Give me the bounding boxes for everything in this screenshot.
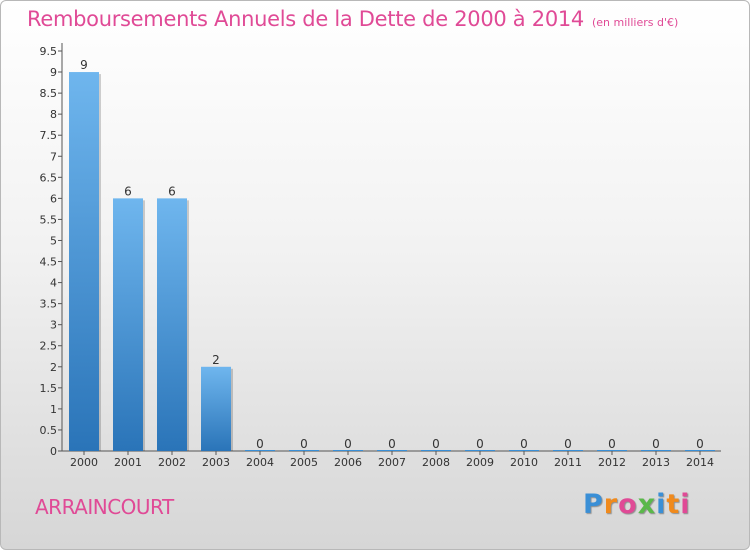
x-tick-label: 2008 [422, 456, 450, 469]
bar [465, 450, 495, 451]
bar [421, 450, 451, 451]
brand-letter: o [618, 489, 638, 520]
brand-letter: r [603, 489, 619, 520]
x-tick-label: 2011 [554, 456, 582, 469]
data-label: 0 [432, 437, 440, 451]
y-tick-label: 4.5 [40, 256, 58, 269]
x-tick-label: 2006 [334, 456, 362, 469]
y-tick-label: 3 [50, 319, 57, 332]
commune-name: ARRAINCOURT [35, 495, 174, 519]
data-label: 0 [300, 437, 308, 451]
x-tick-label: 2013 [642, 456, 670, 469]
y-tick-label: 5.5 [40, 213, 58, 226]
x-tick-label: 2014 [686, 456, 714, 469]
bar [69, 72, 99, 451]
y-tick-label: 1 [50, 403, 57, 416]
bar [641, 450, 671, 451]
data-label: 0 [608, 437, 616, 451]
bar [201, 366, 231, 451]
brand-letter: t [666, 489, 681, 520]
bar [377, 450, 407, 451]
bar [685, 450, 715, 451]
data-label: 0 [344, 437, 352, 451]
y-tick-label: 6.5 [40, 171, 58, 184]
y-tick-label: 1.5 [40, 382, 58, 395]
y-tick-label: 7.5 [40, 129, 58, 142]
bar [113, 198, 143, 451]
bar [289, 450, 319, 451]
x-tick-label: 2005 [290, 456, 318, 469]
bar [553, 450, 583, 451]
y-tick-label: 7 [50, 150, 57, 163]
x-tick-label: 2007 [378, 456, 406, 469]
brand-letter: P [583, 489, 604, 520]
bar [245, 450, 275, 451]
y-tick-label: 0 [50, 445, 57, 458]
y-tick-label: 3.5 [40, 298, 58, 311]
x-tick-label: 2004 [246, 456, 274, 469]
y-tick-label: 2.5 [40, 340, 58, 353]
brand-letter: i [680, 489, 691, 520]
y-tick-label: 0.5 [40, 424, 58, 437]
x-tick-label: 2003 [202, 456, 230, 469]
y-tick-label: 2 [50, 361, 57, 374]
bar [509, 450, 539, 451]
bar [333, 450, 363, 451]
brand-logo: Proxiti [583, 489, 691, 520]
data-label: 0 [256, 437, 264, 451]
title-row: Remboursements Annuels de la Dette de 20… [27, 7, 678, 31]
data-label: 6 [168, 184, 176, 198]
data-label: 0 [520, 437, 528, 451]
chart-bars [69, 72, 715, 451]
chart-subtitle: (en milliers d'€) [592, 16, 679, 29]
y-tick-label: 8.5 [40, 87, 58, 100]
data-label: 6 [124, 184, 132, 198]
x-tick-label: 2002 [158, 456, 186, 469]
y-tick-label: 6 [50, 192, 57, 205]
bar [157, 198, 187, 451]
chart-title: Remboursements Annuels de la Dette de 20… [27, 7, 584, 31]
y-tick-label: 9 [50, 66, 57, 79]
data-label: 2 [212, 353, 220, 367]
x-tick-label: 2009 [466, 456, 494, 469]
data-label: 9 [80, 58, 88, 72]
y-tick-label: 9.5 [40, 45, 58, 58]
x-tick-label: 2012 [598, 456, 626, 469]
bar [597, 450, 627, 451]
chart-labels: 2000 9 2001 6 2002 6 2003 2 2004 0 2005 0 2006 0 2007 0… [70, 58, 714, 469]
brand-letter: x [637, 489, 657, 520]
data-label: 0 [388, 437, 396, 451]
x-tick-label: 2010 [510, 456, 538, 469]
brand-letter: i [656, 489, 667, 520]
data-label: 0 [564, 437, 572, 451]
x-tick-label: 2001 [114, 456, 142, 469]
y-tick-label: 8 [50, 108, 57, 121]
data-label: 0 [696, 437, 704, 451]
y-tick-label: 4 [50, 277, 57, 290]
data-label: 0 [652, 437, 660, 451]
data-label: 0 [476, 437, 484, 451]
chart-axes: 0 0.5 1 1.5 2 2.5 3 3.5 4 4.5 5 5.5 6 6.5 7 7.5 8 8.5 9 9.5 [40, 43, 721, 458]
x-tick-label: 2000 [70, 456, 98, 469]
y-tick-label: 5 [50, 234, 57, 247]
